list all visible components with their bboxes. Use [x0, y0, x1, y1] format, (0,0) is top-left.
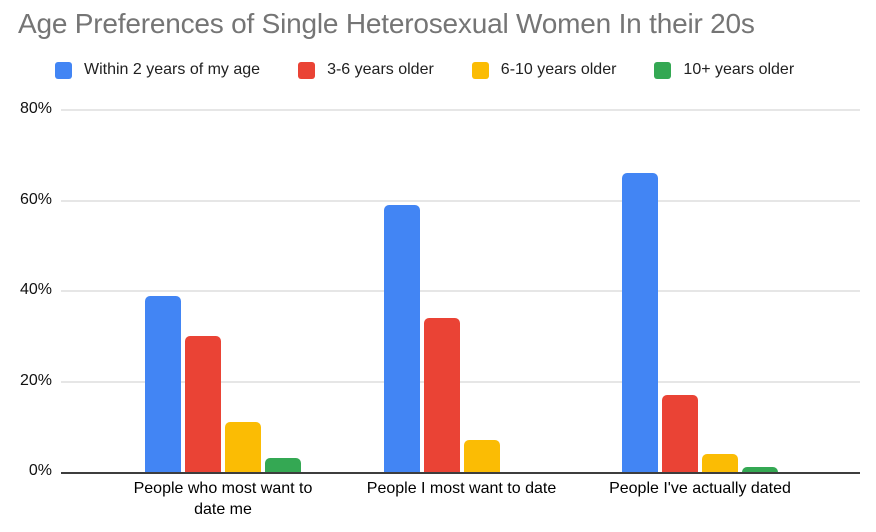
- legend-label: 6-10 years older: [500, 61, 617, 78]
- bar-group-people-i-ve-actually-dated: [622, 173, 778, 472]
- gridline-60: [61, 199, 860, 202]
- bar-group-people-i-most-want-to-date: [383, 205, 540, 472]
- gridline-80: [61, 109, 860, 111]
- gridline-20: [61, 380, 860, 383]
- x-category-label-people-who-most-want-to-date-me: People who most want to date me: [133, 480, 313, 518]
- bar-3-6-years-older: [185, 336, 221, 472]
- legend-label: 3-6 years older: [327, 61, 434, 78]
- bar-6-10-years-older: [702, 453, 738, 472]
- legend-label: 10+ years older: [683, 61, 795, 78]
- y-tick-label-20: 20%: [19, 371, 52, 389]
- y-tick-label-40: 40%: [19, 281, 52, 298]
- plot-area: [61, 109, 860, 474]
- legend-swatch-icon: [298, 61, 316, 79]
- chart-legend: Within 2 years of my age 3-6 years older 6…: [55, 61, 794, 79]
- legend-label: Within 2 years of my age: [84, 61, 261, 78]
- y-axis: 0% 20% 40% 60% 80%: [0, 100, 52, 479]
- bar-within-2-years-of-my-age: [622, 173, 658, 472]
- bar-6-10-years-older: [225, 422, 261, 472]
- gridline-40: [61, 290, 860, 292]
- bar-6-10-years-older: [463, 440, 500, 472]
- legend-item-6-10-years-older: 6-10 years older: [471, 61, 617, 79]
- bar-within-2-years-of-my-age: [383, 205, 420, 472]
- bar-within-2-years-of-my-age: [145, 295, 181, 472]
- y-tick-label-0: 0%: [28, 462, 52, 479]
- legend-swatch-icon: [654, 61, 672, 79]
- legend-item-10-years-older: 10+ years older: [654, 61, 794, 79]
- legend-item-within-2-years-of-my-age: Within 2 years of my age: [55, 61, 260, 79]
- x-category-label-people-i-ve-actually-dated: People I've actually dated: [609, 480, 791, 497]
- bar-10-years-older: [265, 458, 301, 472]
- y-tick-label-60: 60%: [19, 190, 52, 208]
- y-tick-label-80: 80%: [19, 100, 52, 117]
- legend-item-3-6-years-older: 3-6 years older: [298, 61, 434, 79]
- chart-title: Age Preferences of Single Heterosexual W…: [18, 8, 755, 39]
- bar-10-years-older: [742, 467, 778, 472]
- x-category-label-people-i-most-want-to-date: People I most want to date: [366, 480, 557, 497]
- bar-group-people-who-most-want-to-date-me: [145, 295, 301, 472]
- bar-3-6-years-older: [662, 395, 698, 472]
- legend-swatch-icon: [55, 61, 72, 79]
- legend-swatch-icon: [471, 61, 489, 79]
- bar-3-6-years-older: [423, 318, 460, 472]
